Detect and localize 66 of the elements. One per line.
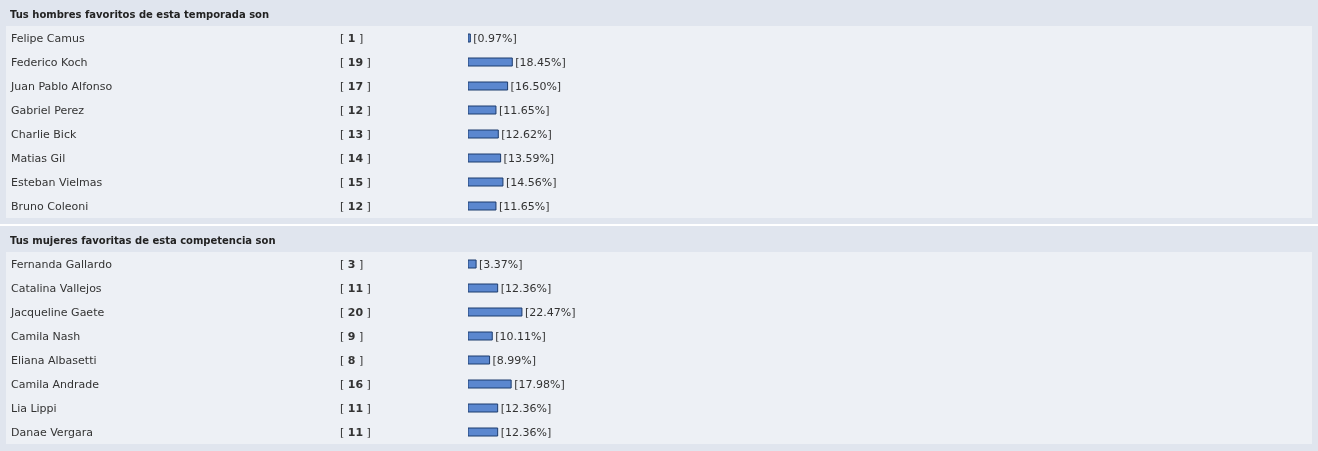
bar — [468, 33, 471, 43]
data-label: [18.45%] — [515, 55, 566, 69]
bar — [468, 201, 497, 211]
bar — [468, 379, 512, 389]
bar — [468, 57, 513, 67]
y-tick-label: Juan Pablo Alfonso — [10, 79, 113, 93]
text: [ 11 ] — [340, 401, 371, 415]
text: [ 1 ] — [340, 31, 364, 45]
text: [ 14 ] — [340, 151, 371, 165]
data-label: [3.37%] — [479, 257, 523, 271]
data-label: [17.98%] — [514, 377, 565, 391]
data-label: [13.59%] — [503, 151, 555, 165]
data-label: [12.36%] — [500, 401, 552, 415]
bar — [468, 331, 493, 341]
data-label: [8.99%] — [492, 353, 537, 367]
text: [ 12 ] — [340, 199, 371, 213]
bar — [468, 105, 497, 115]
data-label: [10.11%] — [495, 329, 546, 343]
text: [ 16 ] — [340, 377, 371, 391]
text: [ 13 ] — [340, 127, 371, 141]
y-tick-label: Matias Gil — [11, 151, 66, 165]
text: [ 20 ] — [340, 305, 371, 319]
bar — [468, 177, 504, 187]
data-label: [12.62%] — [501, 127, 552, 141]
data-label: [0.97%] — [473, 31, 517, 45]
text: [ 19 ] — [340, 55, 371, 69]
y-tick-label: Camila Andrade — [11, 377, 100, 391]
bar — [468, 153, 502, 163]
text: [ 15 ] — [340, 175, 371, 189]
text: [ 12 ] — [340, 103, 371, 117]
data-label: [11.65%] — [498, 103, 550, 117]
y-tick-label: Esteban Vielmas — [11, 175, 103, 189]
data-label: [12.36%] — [500, 281, 552, 295]
y-tick-label: Danae Vergara — [11, 425, 93, 439]
y-tick-label: Felipe Camus — [11, 31, 85, 45]
bar — [468, 129, 499, 139]
text: [ 8 ] — [340, 353, 364, 367]
text: Tus mujeres favoritas de esta competencia son — [9, 234, 277, 248]
bar — [468, 307, 523, 317]
y-tick-label: Eliana Albasetti — [11, 353, 97, 367]
y-tick-label: Federico Koch — [11, 55, 88, 69]
y-tick-label: Catalina Vallejos — [11, 281, 102, 295]
bar — [468, 355, 491, 365]
text: [ 9 ] — [340, 329, 364, 343]
y-tick-label: Bruno Coleoni — [11, 199, 89, 213]
y-tick-label: Lia Lippi — [11, 401, 57, 415]
y-tick-label: Gabriel Perez — [11, 103, 85, 117]
data-label: [22.47%] — [524, 305, 576, 319]
data-label: [12.36%] — [500, 425, 552, 439]
bar — [468, 283, 499, 293]
text: [ 11 ] — [340, 425, 371, 439]
text: Tus hombres favoritos de esta temporada son — [9, 8, 271, 22]
y-tick-label: Jacqueline Gaete — [10, 305, 105, 319]
text: [ 17 ] — [340, 79, 371, 93]
bar — [468, 403, 499, 413]
text: [ 3 ] — [340, 257, 364, 271]
data-label: [16.50%] — [510, 79, 562, 93]
y-tick-label: Charlie Bick — [11, 127, 77, 141]
data-label: [14.56%] — [505, 175, 557, 189]
bar — [468, 259, 477, 269]
y-tick-label: Fernanda Gallardo — [11, 257, 113, 271]
data-label: [11.65%] — [498, 199, 550, 213]
bar — [468, 427, 499, 437]
y-tick-label: Camila Nash — [11, 329, 81, 343]
bar — [468, 81, 509, 91]
text: [ 11 ] — [340, 281, 371, 295]
